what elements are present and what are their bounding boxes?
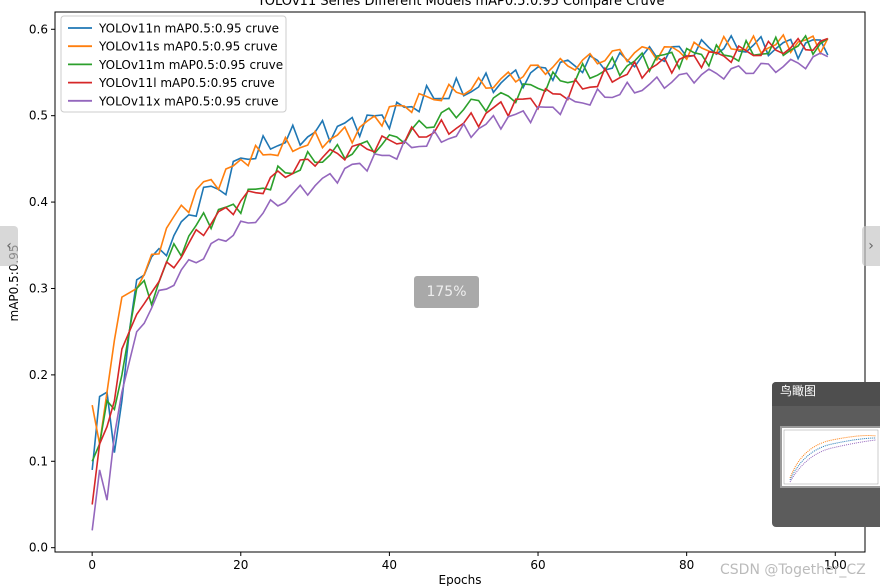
x-tick-label: 40 [382,558,397,572]
prev-page-arrow[interactable]: ‹ [0,226,18,266]
axis-ticks: 0 20 40 60 80 100 0.0 0.1 0.2 0.3 0.4 0.5 0.6 [29,22,847,572]
x-tick-label: 100 [824,558,847,572]
legend-box [60,15,287,113]
y-tick-label: 0.2 [29,368,48,382]
legend-entry-label: YOLOv11m mAP0.5:0.95 cruve [98,58,283,72]
series-line-2 [91,33,829,445]
y-tick-label: 0.5 [29,109,48,123]
x-tick-label: 0 [88,558,96,572]
series-line-4 [91,37,829,505]
next-page-arrow[interactable]: › [862,226,880,266]
x-tick-label: 60 [530,558,545,572]
x-tick-label: 80 [679,558,694,572]
legend-entry-label: YOLOv11s mAP0.5:0.95 cruve [98,40,278,54]
legend-entry-label: YOLOv11x mAP0.5:0.95 cruve [98,94,279,108]
x-axis-label: Epochs [439,573,482,586]
overview-title: 鸟瞰图 [772,382,880,406]
overview-thumbnail [782,428,880,486]
series-line-5 [91,52,829,531]
plot-frame [54,11,866,553]
x-tick-label: 20 [233,558,248,572]
series-line-1 [91,34,829,470]
zoom-level-badge: 175% [414,276,479,308]
series-lines [91,33,829,531]
chart-title: YOLOv11 Series Different Models mAP0.5:0… [257,0,665,9]
y-tick-label: 0.6 [29,22,48,36]
csdn-watermark: CSDN @Together_CZ [720,562,866,578]
overview-panel[interactable]: 鸟瞰图 [772,382,880,527]
overview-thumbnail-graph [783,429,879,485]
overview-viewport[interactable] [780,426,880,488]
legend-entry-label: YOLOv11l mAP0.5:0.95 cruve [98,76,275,90]
y-tick-label: 0.0 [29,541,48,555]
legend-entry-label: YOLOv11n mAP0.5:0.95 cruve [98,22,279,36]
y-tick-label: 0.3 [29,281,48,295]
legend: YOLOv11n mAP0.5:0.95 cruve YOLOv11s mAP0.… [60,15,287,113]
y-tick-label: 0.1 [29,454,48,468]
y-tick-label: 0.4 [29,195,48,209]
